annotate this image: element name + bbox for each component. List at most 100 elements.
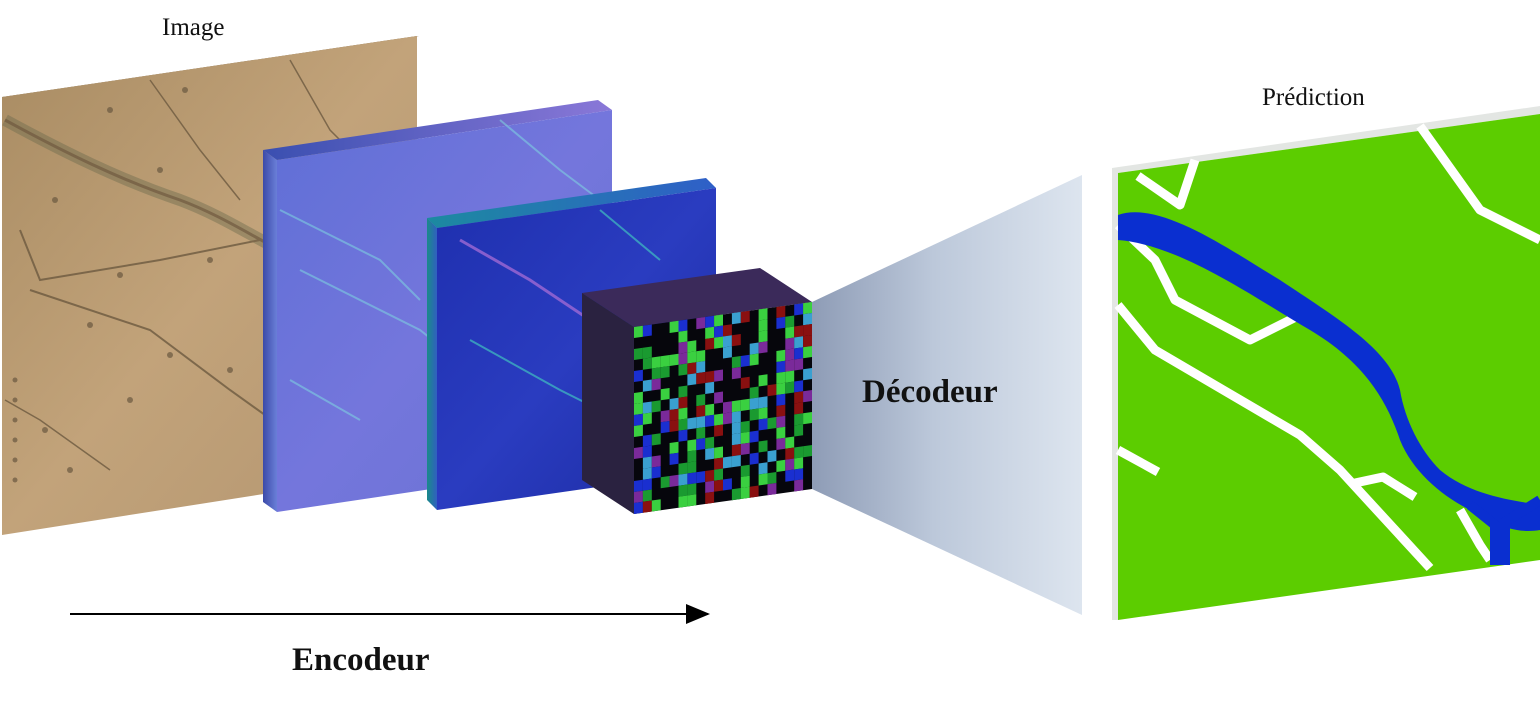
activation-cell xyxy=(758,330,768,343)
activation-cell xyxy=(696,405,706,418)
activation-cell xyxy=(642,412,652,425)
activation-cell xyxy=(740,464,750,477)
activation-cell xyxy=(678,462,688,475)
feature-map-3 xyxy=(582,268,812,514)
activation-cell xyxy=(723,478,732,491)
prediction-roads xyxy=(1114,123,1540,572)
activation-cell xyxy=(705,337,715,350)
activation-cell xyxy=(678,407,688,420)
activation-cell xyxy=(794,468,804,481)
activation-cell xyxy=(669,419,679,432)
activation-cell xyxy=(696,416,706,429)
activation-cell xyxy=(794,413,804,426)
activation-cell xyxy=(642,346,652,359)
activation-cell xyxy=(758,319,768,332)
activation-cell xyxy=(767,384,777,397)
activation-cell xyxy=(634,413,643,426)
activation-cell xyxy=(740,431,750,444)
activation-cell xyxy=(794,347,804,360)
activation-cell xyxy=(758,418,768,431)
activation-cell xyxy=(705,414,715,427)
activation-cell xyxy=(785,381,795,394)
activation-cell xyxy=(723,324,732,337)
activation-cell xyxy=(696,317,706,330)
activation-cell xyxy=(634,501,643,514)
activation-cell xyxy=(696,350,706,363)
activation-cell xyxy=(714,391,723,404)
input-image-dots xyxy=(12,87,233,483)
activation-cell xyxy=(776,305,786,318)
decoder-label: Décodeur xyxy=(862,374,998,410)
activation-cell xyxy=(678,341,688,354)
activation-cell xyxy=(634,402,643,415)
activation-cell xyxy=(803,324,812,337)
activation-cell xyxy=(642,478,652,491)
activation-cell xyxy=(660,355,670,368)
activation-cell xyxy=(642,467,652,480)
activation-cell xyxy=(678,396,688,409)
activation-cell xyxy=(794,380,804,393)
feature-map-3-top xyxy=(582,268,812,327)
activation-cell xyxy=(642,445,652,458)
activation-cell xyxy=(705,381,715,394)
activation-cell xyxy=(740,475,750,488)
prediction-face xyxy=(1118,114,1540,620)
activation-cell xyxy=(749,342,759,355)
activation-cell xyxy=(794,391,804,404)
activation-cell xyxy=(705,326,715,339)
activation-cell xyxy=(687,373,697,386)
activation-cell xyxy=(678,385,688,398)
activation-cell xyxy=(776,382,786,395)
activation-cell xyxy=(642,500,652,513)
activation-cell xyxy=(803,335,812,348)
activation-cell xyxy=(660,410,670,423)
decoder-funnel xyxy=(812,175,1082,615)
activation-cell xyxy=(740,310,750,323)
activation-cell xyxy=(785,370,795,383)
activation-cell xyxy=(749,353,759,366)
activation-cell xyxy=(705,403,715,416)
activation-cell xyxy=(785,458,795,471)
activation-cell xyxy=(758,308,768,321)
activation-cell xyxy=(740,354,750,367)
activation-cell xyxy=(785,315,795,328)
input-image-label: Image xyxy=(162,14,225,41)
activation-cell xyxy=(803,412,812,425)
activation-cell xyxy=(803,390,812,403)
activation-cell xyxy=(740,398,750,411)
activation-cell xyxy=(749,485,759,498)
feature-map-3-side xyxy=(582,293,634,514)
activation-cell xyxy=(749,397,759,410)
activation-cell xyxy=(660,388,670,401)
activation-cell xyxy=(803,313,812,326)
activation-cell xyxy=(776,393,786,406)
activation-cell xyxy=(669,474,679,487)
activation-cell xyxy=(803,346,812,359)
activation-cell xyxy=(687,450,697,463)
activation-cell xyxy=(705,480,715,493)
prediction-label: Prédiction xyxy=(1262,84,1365,111)
activation-cell xyxy=(642,456,652,469)
activation-cell xyxy=(687,461,697,474)
feature-map-2-side xyxy=(427,218,437,510)
activation-cell xyxy=(803,445,812,458)
activation-cell xyxy=(696,372,706,385)
activation-cell xyxy=(678,363,688,376)
activation-cell xyxy=(642,434,652,447)
activation-cell xyxy=(758,440,768,453)
activation-cell xyxy=(794,303,804,316)
activation-cell xyxy=(731,455,741,468)
activation-cell xyxy=(758,341,768,354)
activation-cell xyxy=(767,472,777,485)
activation-cell xyxy=(785,447,795,460)
activation-cell xyxy=(731,312,741,325)
activation-cell xyxy=(749,430,759,443)
activation-cell xyxy=(705,469,715,482)
activation-cell xyxy=(714,325,723,338)
activation-cell xyxy=(678,429,688,442)
activation-cell xyxy=(731,334,741,347)
feature-map-1-side xyxy=(263,150,277,512)
activation-cell xyxy=(723,335,732,348)
activation-cell xyxy=(794,479,804,492)
